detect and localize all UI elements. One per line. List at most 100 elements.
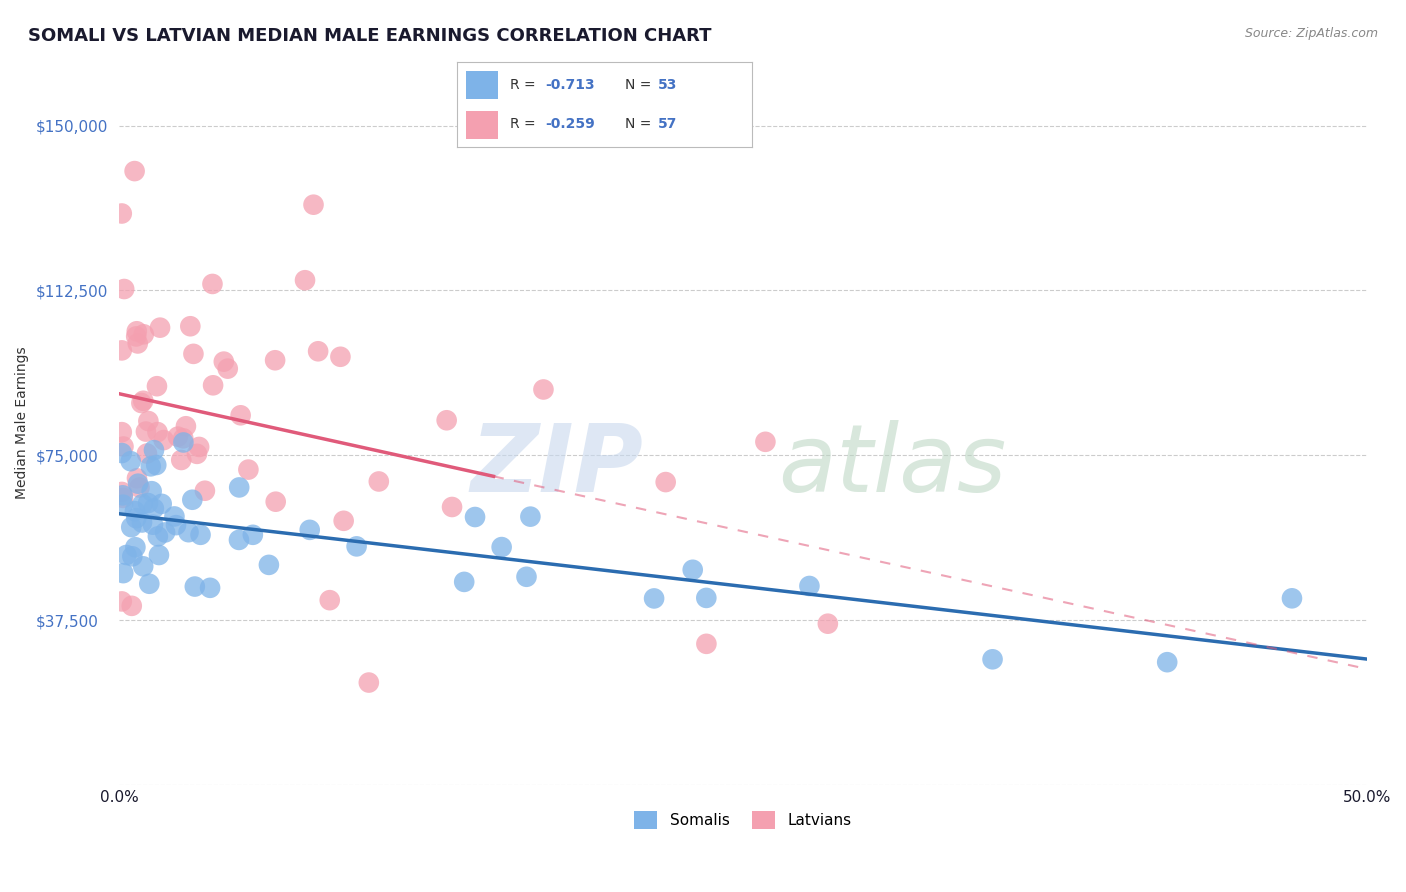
Point xyxy=(346,540,368,554)
Text: ZIP: ZIP xyxy=(471,420,643,512)
Point xyxy=(367,475,389,489)
Point xyxy=(228,533,250,547)
Point xyxy=(125,471,148,485)
Point xyxy=(186,447,208,461)
Point xyxy=(121,549,143,564)
Point xyxy=(217,361,239,376)
Point xyxy=(643,591,665,606)
Point xyxy=(264,494,287,508)
Point xyxy=(654,475,676,489)
Point xyxy=(799,579,821,593)
Point xyxy=(257,558,280,572)
Point xyxy=(172,431,194,445)
Point xyxy=(141,484,163,499)
Point xyxy=(148,548,170,562)
Point xyxy=(136,496,159,510)
Point xyxy=(125,324,148,338)
Point xyxy=(441,500,464,514)
Point xyxy=(111,206,134,220)
Point xyxy=(112,566,135,581)
Point xyxy=(302,197,325,211)
Point xyxy=(131,516,153,530)
Point xyxy=(120,520,142,534)
Point xyxy=(128,481,150,495)
Point xyxy=(163,509,186,524)
Point xyxy=(112,440,135,454)
Point xyxy=(172,435,194,450)
Point xyxy=(188,440,211,454)
Point xyxy=(132,327,155,342)
Text: R =: R = xyxy=(510,78,540,92)
Bar xyxy=(465,71,498,99)
Point xyxy=(111,343,134,358)
Text: -0.713: -0.713 xyxy=(546,78,595,92)
Text: SOMALI VS LATVIAN MEDIAN MALE EARNINGS CORRELATION CHART: SOMALI VS LATVIAN MEDIAN MALE EARNINGS C… xyxy=(28,27,711,45)
Point xyxy=(515,570,537,584)
Point xyxy=(111,425,134,439)
Point xyxy=(1156,655,1178,669)
Y-axis label: Median Male Earnings: Median Male Earnings xyxy=(15,346,30,499)
Text: atlas: atlas xyxy=(779,420,1007,511)
Point xyxy=(242,528,264,542)
Legend: Somalis, Latvians: Somalis, Latvians xyxy=(628,805,858,836)
Point xyxy=(190,528,212,542)
Bar xyxy=(465,111,498,139)
Point xyxy=(131,396,153,410)
Point xyxy=(491,540,513,554)
Point xyxy=(1281,591,1303,606)
Point xyxy=(145,458,167,472)
Point xyxy=(146,425,169,439)
Point xyxy=(533,383,555,397)
Point xyxy=(201,277,224,291)
Point xyxy=(682,563,704,577)
Point xyxy=(181,492,204,507)
Point xyxy=(198,581,221,595)
Point xyxy=(174,419,197,434)
Point xyxy=(146,529,169,543)
Point xyxy=(229,409,252,423)
Point xyxy=(135,425,157,439)
Point xyxy=(754,434,776,449)
Point xyxy=(115,548,138,562)
Point xyxy=(111,446,134,460)
Point xyxy=(127,476,149,491)
Point xyxy=(146,379,169,393)
Point xyxy=(111,498,134,512)
Point xyxy=(153,525,176,540)
Text: N =: N = xyxy=(626,78,657,92)
Point xyxy=(357,675,380,690)
Point xyxy=(202,378,225,392)
Point xyxy=(183,347,205,361)
Point xyxy=(111,594,134,608)
Point xyxy=(307,344,329,359)
Point xyxy=(238,462,260,476)
Point xyxy=(136,446,159,460)
Point xyxy=(150,497,173,511)
Point xyxy=(132,559,155,574)
Text: 53: 53 xyxy=(658,78,678,92)
Point xyxy=(817,616,839,631)
Point xyxy=(111,485,134,500)
Point xyxy=(124,540,146,554)
Point xyxy=(142,517,165,532)
Point xyxy=(165,518,187,533)
Point xyxy=(519,509,541,524)
Point xyxy=(132,393,155,408)
Point xyxy=(264,353,287,368)
Point xyxy=(149,320,172,334)
Point xyxy=(319,593,342,607)
Point xyxy=(112,282,135,296)
Text: R =: R = xyxy=(510,118,540,131)
Point xyxy=(453,574,475,589)
Point xyxy=(124,164,146,178)
Text: 57: 57 xyxy=(658,118,678,131)
Point xyxy=(138,414,160,428)
Point xyxy=(177,525,200,540)
Point xyxy=(138,576,160,591)
Text: N =: N = xyxy=(626,118,657,131)
Point xyxy=(184,580,207,594)
Point xyxy=(212,354,235,368)
Point xyxy=(170,453,193,467)
Point xyxy=(111,488,134,502)
Point xyxy=(112,491,135,505)
